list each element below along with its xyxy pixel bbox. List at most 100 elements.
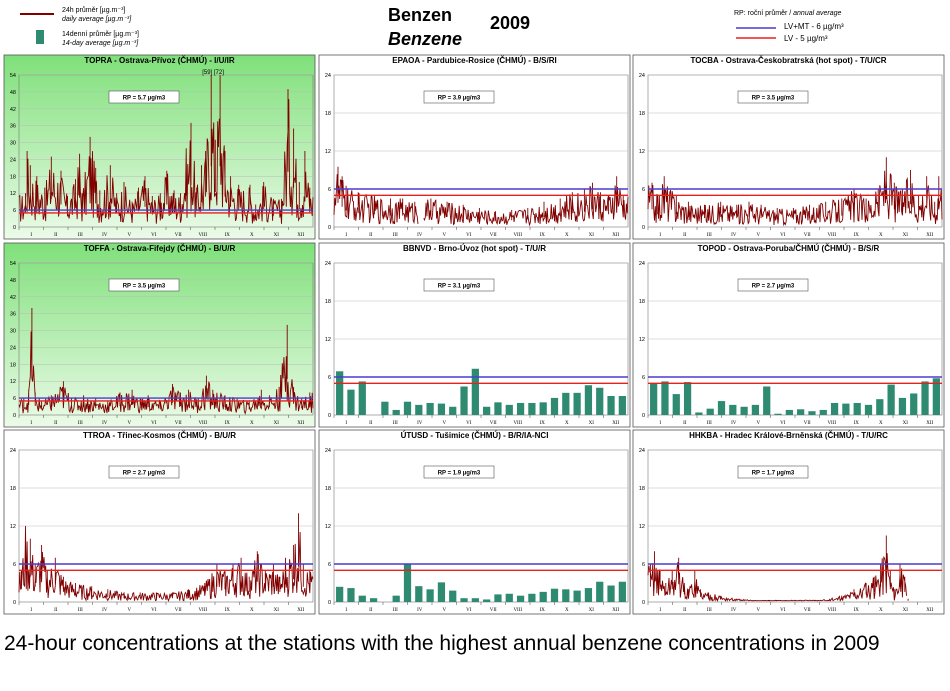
x-tick-label: XII — [297, 608, 304, 613]
y-tick-label: 6 — [642, 187, 645, 193]
chart-panel-3: TOFFA - Ostrava-Fifejdy (ČHMÚ) - B/U/R 0 6… — [3, 242, 316, 428]
y-tick-label: 42 — [10, 295, 16, 301]
bar — [876, 399, 884, 415]
chart-title: TOCBA - Ostrava-Českobratrská (hot spot)… — [690, 56, 886, 65]
rp-label: RP = 3.5 µg/m3 — [752, 96, 795, 102]
rp-label: RP = 3.9 µg/m3 — [438, 96, 481, 102]
y-tick-label: 0 — [13, 225, 16, 231]
bar — [528, 593, 536, 602]
bar — [683, 382, 692, 415]
x-tick-label: VI — [466, 421, 472, 426]
y-tick-label: 6 — [642, 562, 645, 568]
bar — [483, 599, 491, 602]
chart-panel-4: BBNVD - Brno-Úvoz (hot spot) - T/U/R 0 6 12… — [318, 242, 631, 428]
rp-box — [423, 465, 495, 479]
y-tick-label: 6 — [328, 375, 331, 381]
bar — [763, 386, 771, 415]
y-tick-label: 54 — [10, 73, 16, 79]
y-tick-label: 12 — [639, 337, 645, 343]
x-tick-label: VI — [151, 421, 157, 426]
daily-series-line — [18, 75, 314, 224]
bar — [864, 404, 873, 415]
x-tick-label: VIII — [513, 608, 522, 613]
x-tick-label: VII — [804, 421, 811, 426]
page-title-cz: Benzen — [388, 5, 452, 25]
x-tick-label: V — [442, 233, 446, 238]
bar — [607, 396, 615, 415]
bar — [932, 378, 940, 415]
bar — [830, 402, 839, 415]
x-tick-label: VIII — [513, 233, 522, 238]
y-tick-label: 18 — [639, 111, 645, 117]
bar — [460, 386, 468, 415]
rp-box — [423, 90, 495, 104]
daily-series-line — [333, 166, 629, 227]
bar — [347, 389, 355, 415]
page-title-en: Benzene — [388, 29, 462, 49]
x-tick-label: VI — [151, 233, 157, 238]
bar — [539, 402, 547, 415]
bar — [618, 581, 626, 602]
bar — [717, 401, 726, 415]
bar — [494, 402, 502, 415]
x-tick-label: I — [30, 608, 32, 613]
y-tick-label: 12 — [639, 524, 645, 530]
chart-panel-6: TTROA - Třinec-Kosmos (ČHMÚ) - B/U/R 0 6 12… — [3, 429, 316, 615]
chart-panels: TOPRA - Ostrava-Přívoz (ČHMÚ) - I/U/IR 0 6… — [3, 54, 945, 615]
bar — [910, 393, 918, 415]
x-tick-label: IV — [417, 608, 423, 613]
x-tick-label: V — [756, 608, 760, 613]
chart-panel-5: TOPOD - Ostrava-Poruba/ČHMÚ (ČHMÚ) - B/S… — [632, 242, 945, 428]
x-tick-label: VII — [490, 233, 497, 238]
x-tick-label: IX — [225, 608, 231, 613]
y-tick-label: 36 — [10, 312, 16, 318]
x-tick-label: XII — [612, 233, 619, 238]
x-tick-label: II — [683, 421, 687, 426]
bar — [392, 409, 400, 415]
x-tick-label: VIII — [827, 608, 836, 613]
chart-title: TOPRA - Ostrava-Přívoz (ČHMÚ) - I/U/IR — [84, 56, 234, 65]
chart-title: EPAOA - Pardubice-Rosice (ČHMÚ) - B/S/RI — [392, 56, 556, 65]
x-tick-label: XII — [926, 421, 933, 426]
bar — [661, 381, 669, 415]
bar — [774, 413, 782, 415]
x-tick-label: XII — [297, 233, 304, 238]
x-tick-label: IV — [417, 421, 423, 426]
bar — [528, 402, 536, 415]
x-tick-label: III — [78, 233, 83, 238]
legend-14d-swatch — [36, 30, 44, 44]
chart-title: TOPOD - Ostrava-Poruba/ČHMÚ (ČHMÚ) - B/S… — [698, 244, 880, 253]
bar — [550, 588, 559, 602]
rp-label: RP = 2.7 µg/m3 — [752, 284, 795, 290]
y-tick-label: 24 — [325, 73, 331, 79]
rp-box — [737, 465, 809, 479]
bar — [573, 590, 581, 602]
x-tick-label: I — [30, 421, 32, 426]
bar — [358, 381, 366, 415]
x-tick-label: I — [345, 421, 347, 426]
bar — [573, 392, 581, 415]
rp-label: RP = 1.9 µg/m3 — [438, 471, 481, 477]
x-tick-label: IV — [102, 608, 108, 613]
rp-legend: RP: roční průměr / annual average — [734, 9, 842, 17]
bar — [415, 586, 423, 602]
bar — [808, 411, 816, 415]
bar — [483, 406, 491, 415]
bar — [449, 590, 457, 602]
x-tick-label: VI — [466, 608, 472, 613]
y-tick-label: 54 — [10, 261, 16, 267]
y-tick-label: 0 — [642, 600, 645, 606]
x-tick-label: VII — [175, 608, 182, 613]
x-tick-label: VIII — [198, 421, 207, 426]
chart-title: HHKBA - Hradec Králové-Brněnská (ČHMÚ) -… — [689, 431, 888, 440]
bar — [740, 406, 748, 415]
x-tick-label: IX — [225, 421, 231, 426]
rp-box — [737, 90, 809, 104]
bar — [650, 383, 658, 415]
bar — [853, 402, 861, 415]
chart-panel-0: TOPRA - Ostrava-Přívoz (ČHMÚ) - I/U/IR 0 6… — [3, 54, 316, 240]
y-tick-label: 30 — [10, 141, 16, 147]
bar — [460, 598, 468, 602]
x-tick-label: XII — [297, 421, 304, 426]
bar — [392, 595, 400, 602]
